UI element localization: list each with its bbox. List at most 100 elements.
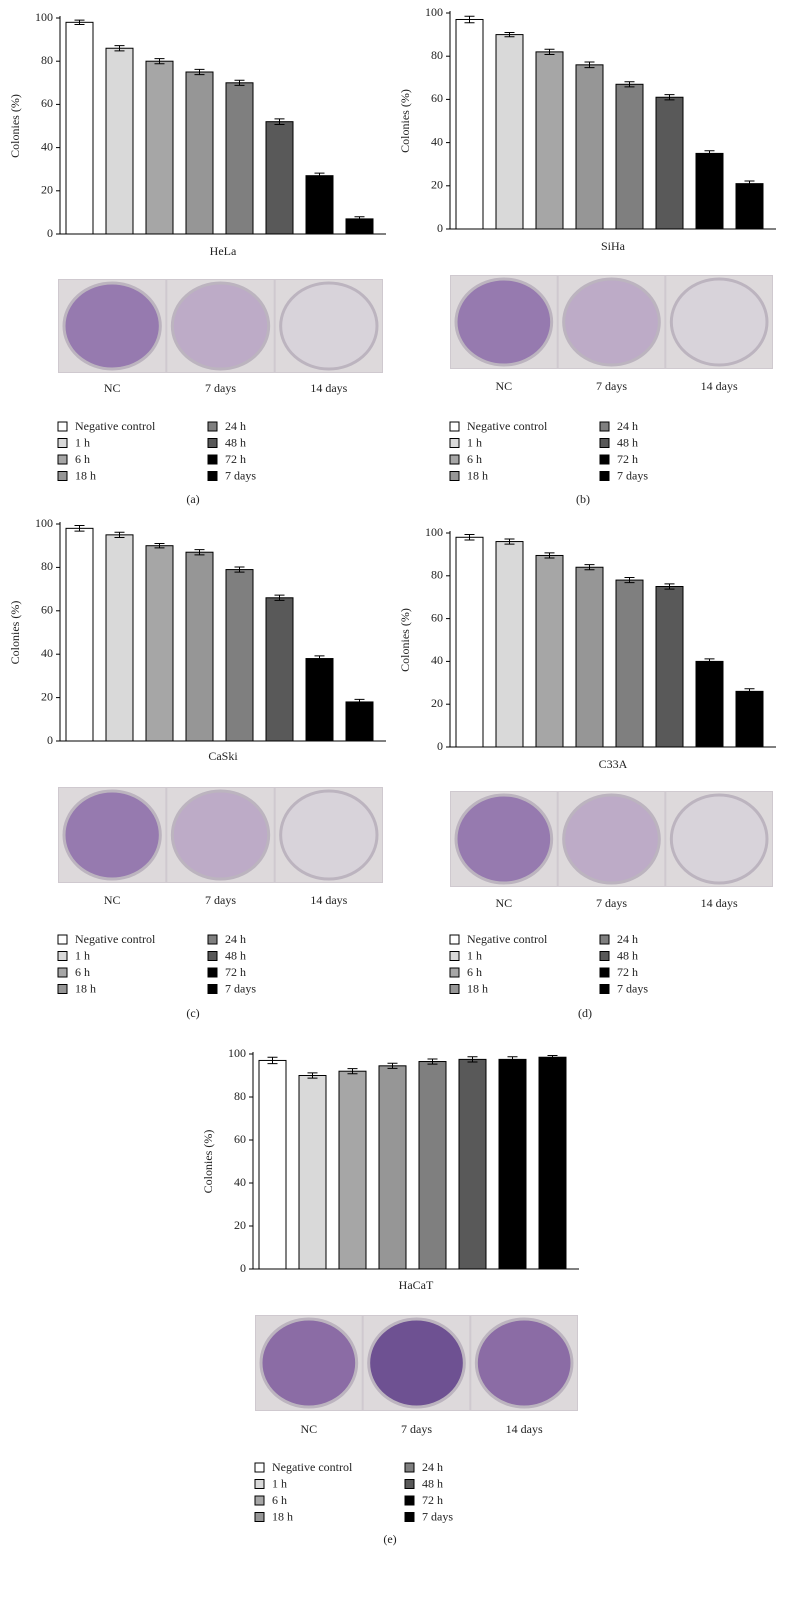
error-bar [744,688,755,695]
error-bar [704,658,715,665]
error-bar [267,1056,278,1065]
panel-label: (d) [578,1006,592,1020]
photo-well [170,281,271,371]
bar [265,597,294,742]
panel-label: (e) [383,1532,396,1546]
y-axis-label: Colonies (%) [201,1130,215,1194]
bar [65,527,94,742]
legend-swatch [449,471,460,481]
legend-label: Negative control [75,932,156,946]
image-label: 14 days [701,896,738,910]
y-tick-label: 60 [234,1132,246,1146]
y-tick-label: 20 [41,689,53,703]
y-tick-label: 100 [425,5,443,19]
image-label: 14 days [310,381,347,395]
photo-well [279,281,379,371]
bar [225,82,254,235]
bar [258,1059,287,1270]
legend-label: 72 h [617,452,638,466]
legend-swatch [57,454,68,465]
y-tick-label: 80 [431,48,443,62]
image-label: NC [495,379,512,393]
error-bar [114,45,125,52]
legend-label: 6 h [467,452,482,466]
legend-label: 24 h [422,1460,443,1474]
error-bar [314,172,325,179]
photo-well [669,277,769,367]
panel: 0 20 40 60 80 100 Colonies (%) HaCaT NC 7 days 14 … [201,1046,579,1546]
bar [145,60,174,235]
legend-label: 6 h [467,965,482,979]
y-tick-label: 20 [431,696,443,710]
legend-swatch [449,984,460,994]
error-bar [234,566,245,573]
error-bar [114,531,125,538]
bar [535,554,564,748]
error-bar [234,79,245,86]
y-tick-label: 40 [431,134,443,148]
image-label: 7 days [596,379,627,393]
error-bar [274,118,285,125]
legend-swatch [207,934,218,945]
image-label: 7 days [205,893,236,907]
panel: 0 20 40 60 80 100 Colonies (%) HeLa NC 7 days 14 d… [8,10,386,506]
y-tick-label: 40 [234,1175,246,1189]
legend-swatch [404,1462,415,1473]
error-bar [354,216,365,222]
legend-label: 48 h [617,435,638,449]
legend-label: Negative control [467,932,548,946]
bar [535,51,564,230]
y-axis-label: Colonies (%) [8,94,22,158]
legend-label: Negative control [75,419,156,433]
y-tick-label: 100 [35,10,53,24]
legend-swatch [207,454,218,465]
bar [455,18,484,230]
error-bar [354,698,365,706]
bar [298,1075,327,1270]
y-tick-label: 60 [431,610,443,624]
bar [615,579,644,748]
legend-swatch [599,934,610,945]
legend-label: 7 days [617,981,648,995]
y-tick-label: 20 [431,178,443,192]
error-bar [74,525,85,532]
bar [65,21,94,235]
x-axis-label: HeLa [210,244,237,258]
error-bar [584,564,595,571]
image-label: 7 days [205,381,236,395]
legend-swatch [404,1479,415,1489]
error-bar [624,577,635,584]
y-tick-label: 60 [41,96,53,110]
bar [655,96,684,230]
legend-swatch [449,934,460,945]
legend-label: 1 h [75,948,90,962]
bar [225,569,254,742]
panel-label: (b) [576,492,590,506]
error-bar [504,31,515,38]
y-tick-label: 20 [41,183,53,197]
y-axis-label: Colonies (%) [8,601,22,665]
legend-label: 48 h [225,948,246,962]
error-bar [584,61,595,69]
error-bar [664,94,675,101]
legend-swatch [254,1495,265,1506]
bar [495,34,524,230]
legend-label: 18 h [75,468,96,482]
legend-label: 48 h [422,1476,443,1490]
legend-label: 24 h [617,419,638,433]
legend-label: 18 h [467,468,488,482]
error-bar [464,15,475,24]
photo-well [259,1317,359,1409]
legend-label: 1 h [467,948,482,962]
legend-swatch [207,421,218,432]
photo-well [279,789,379,881]
legend-swatch [57,984,68,994]
legend-swatch [57,471,68,481]
image-label: 7 days [596,896,627,910]
x-axis-label: CaSki [208,749,238,763]
legend-swatch [404,1495,415,1506]
bar [695,660,724,748]
legend-label: 6 h [75,452,90,466]
legend-label: 72 h [225,965,246,979]
